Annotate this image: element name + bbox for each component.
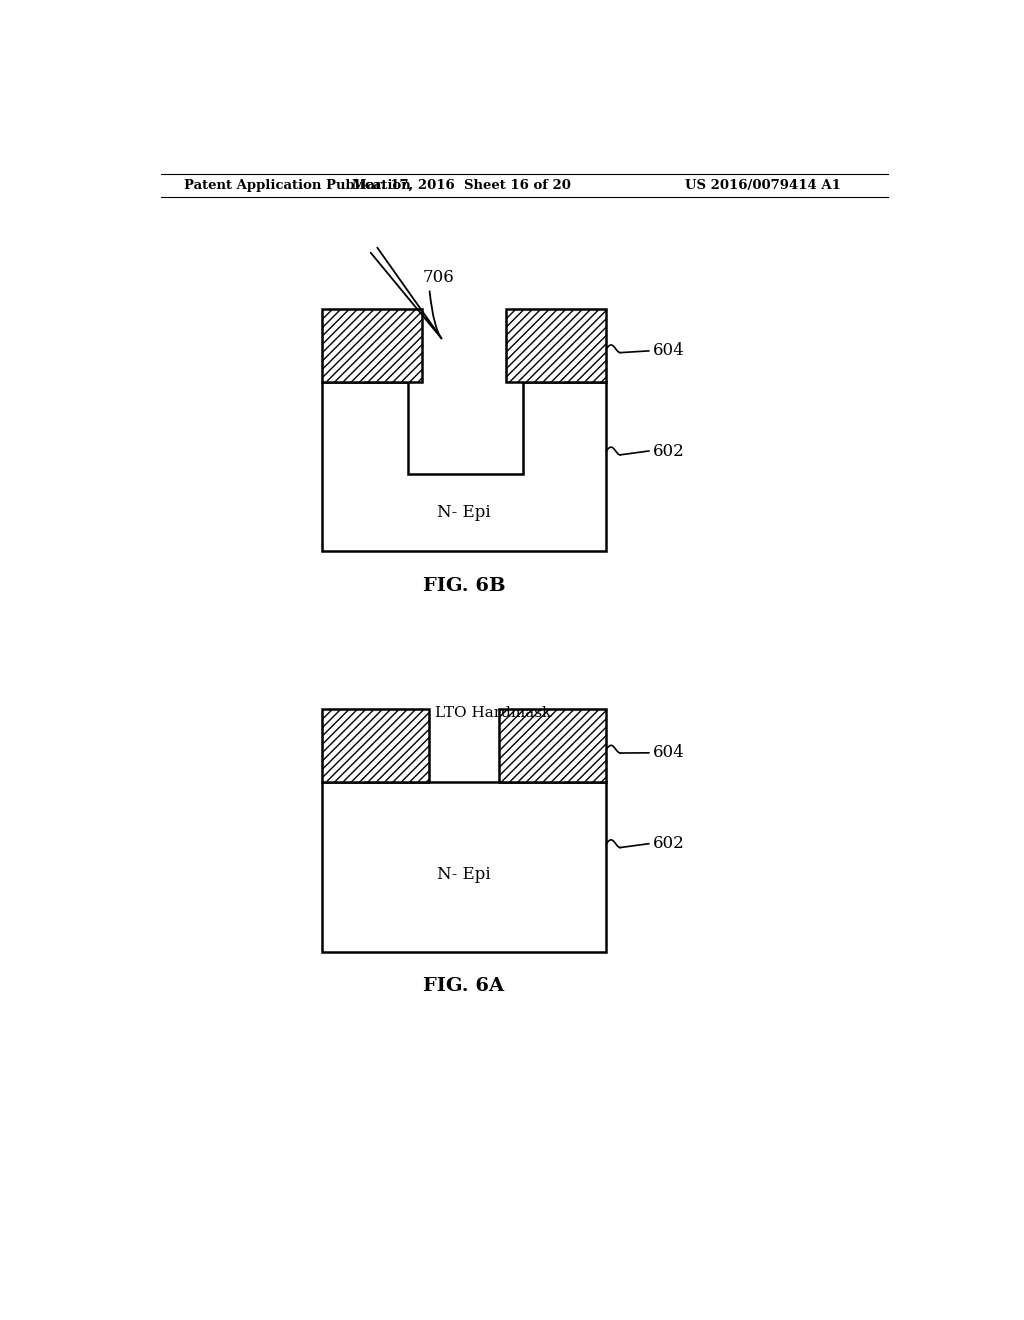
Text: Patent Application Publication: Patent Application Publication — [184, 178, 412, 191]
Text: 604: 604 — [652, 342, 684, 359]
Text: 602: 602 — [652, 836, 684, 853]
Text: N- Epi: N- Epi — [437, 504, 490, 521]
Text: 706: 706 — [423, 269, 455, 286]
Text: 604: 604 — [652, 744, 684, 762]
Bar — [322, 309, 422, 381]
Text: N- Epi: N- Epi — [437, 866, 490, 883]
Text: US 2016/0079414 A1: US 2016/0079414 A1 — [685, 178, 841, 191]
Bar — [506, 309, 606, 381]
Text: 602: 602 — [652, 442, 684, 459]
Text: LTO Hardmask: LTO Hardmask — [435, 706, 551, 719]
Text: FIG. 6A: FIG. 6A — [423, 977, 505, 995]
Bar — [499, 709, 606, 781]
Bar — [322, 709, 429, 781]
Bar — [322, 781, 606, 952]
Text: Mar. 17, 2016  Sheet 16 of 20: Mar. 17, 2016 Sheet 16 of 20 — [352, 178, 571, 191]
Text: FIG. 6B: FIG. 6B — [423, 577, 505, 595]
Polygon shape — [322, 381, 606, 552]
